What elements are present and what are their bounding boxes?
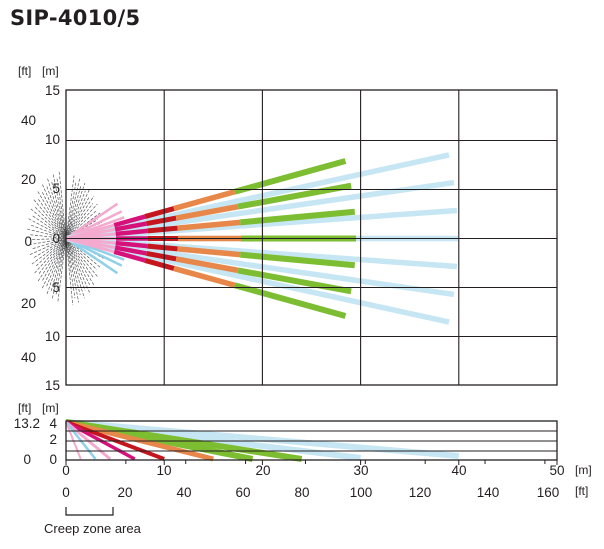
top-ft-label: 40 xyxy=(21,350,36,365)
top-m-label: 10 xyxy=(45,329,60,344)
short-beam-pink xyxy=(70,210,123,237)
side-m-label: 0 xyxy=(49,452,57,467)
long-beam-green xyxy=(233,158,347,195)
side-m-label: 4 xyxy=(49,416,57,431)
x-ft-label: 100 xyxy=(350,485,373,500)
creep-zone-beam xyxy=(51,181,81,296)
long-beam-magenta xyxy=(115,228,148,237)
side-m-unit: [m] xyxy=(42,401,59,415)
top-m-label: 5 xyxy=(52,181,60,196)
side-m-label: 2 xyxy=(49,432,57,447)
x-m-label: 10 xyxy=(156,463,171,478)
x-m-label: 50 xyxy=(549,463,564,478)
x-m-label: 20 xyxy=(255,463,270,478)
top-m-label: 10 xyxy=(45,132,60,147)
long-beam-orange xyxy=(177,246,241,258)
top-view-grid-frame xyxy=(65,89,558,386)
creep-zone-beam xyxy=(57,175,75,302)
long-beam-red xyxy=(147,225,178,234)
top-ft-unit: [ft] xyxy=(18,64,31,78)
short-beam-blue xyxy=(70,240,119,275)
top-ft-label: 20 xyxy=(21,296,36,311)
creep-zone-beam xyxy=(46,182,86,295)
long-beam-magenta xyxy=(114,221,148,232)
long-beam-red xyxy=(146,250,177,262)
x-ft-label: 120 xyxy=(409,485,432,500)
long-beam-light-blue xyxy=(65,179,455,242)
top-m-label: 0 xyxy=(52,231,60,246)
x-ft-label: 140 xyxy=(477,485,500,500)
x-m-label: 0 xyxy=(62,463,70,478)
long-beam-orange xyxy=(177,219,241,231)
top-ft-label: 40 xyxy=(21,113,36,128)
creep-zone-bracket xyxy=(65,507,114,516)
grids xyxy=(65,89,558,465)
long-beam-red xyxy=(144,206,175,219)
long-beam-magenta xyxy=(113,214,146,228)
side-ft-unit: [ft] xyxy=(18,401,31,415)
long-beam-magenta xyxy=(115,240,148,249)
long-beam-magenta xyxy=(114,245,148,256)
long-beam-light-blue xyxy=(65,235,455,298)
long-beam-green xyxy=(233,282,347,319)
long-beam-red xyxy=(144,258,175,271)
x-ft-label: 60 xyxy=(235,485,250,500)
creep-zone-beam xyxy=(30,234,102,243)
long-beam-orange xyxy=(175,256,239,274)
x-ft-unit: [ft] xyxy=(575,484,588,498)
top-m-label: 5 xyxy=(52,280,60,295)
x-ft-label: 40 xyxy=(176,485,191,500)
long-beam-red xyxy=(147,243,178,252)
x-ft-label: 0 xyxy=(62,485,70,500)
x-ft-label: 80 xyxy=(294,485,309,500)
long-beam-orange xyxy=(173,189,236,212)
creep-zone-beam xyxy=(33,199,99,278)
x-m-label: 30 xyxy=(353,463,368,478)
top-ft-label: 20 xyxy=(21,172,36,187)
long-beam-green xyxy=(239,208,356,226)
x-m-label: 40 xyxy=(451,463,466,478)
short-beam-pink xyxy=(70,202,119,237)
long-beam-magenta xyxy=(113,249,146,263)
top-m-unit: [m] xyxy=(42,64,59,78)
long-beam-red xyxy=(146,215,177,227)
side-ft-label: 13.2 xyxy=(14,416,40,431)
top-ft-label: 0 xyxy=(24,234,32,249)
top-m-label: 15 xyxy=(45,83,60,98)
short-beam-blue xyxy=(70,240,123,267)
long-beam-orange xyxy=(175,203,239,221)
side-ft-label: 0 xyxy=(23,452,31,467)
product-title: SIP-4010/5 xyxy=(10,6,141,30)
creep-zone-beam xyxy=(42,184,90,293)
top-m-label: 15 xyxy=(45,378,60,393)
x-ft-label: 20 xyxy=(117,485,132,500)
long-beam-orange xyxy=(173,265,236,288)
x-m-unit: [m] xyxy=(575,463,592,477)
x-ft-label: 160 xyxy=(537,485,560,500)
creep-zone-label: Creep zone area xyxy=(44,521,142,536)
long-beam-green xyxy=(239,251,356,269)
